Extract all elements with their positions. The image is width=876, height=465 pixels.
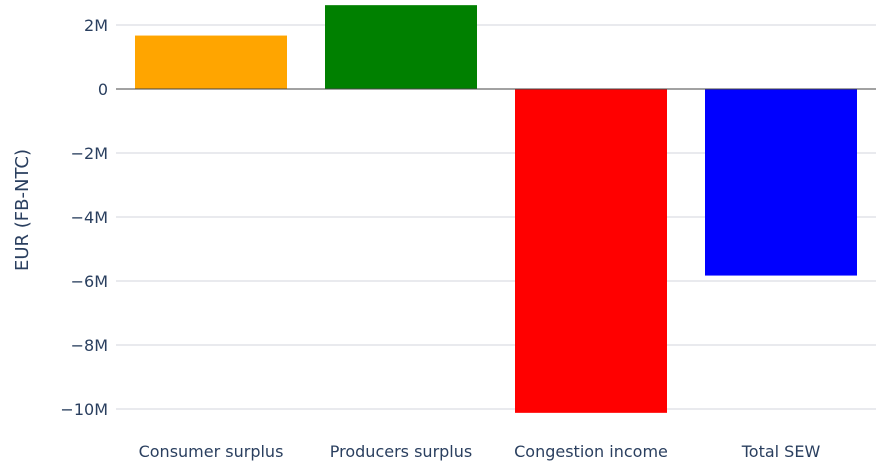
x-tick-label: Congestion income [514, 442, 668, 461]
x-tick-label: Consumer surplus [139, 442, 284, 461]
y-tick-label: −8M [71, 336, 108, 355]
gridlines [116, 24, 876, 410]
x-tick-labels: Consumer surplus Producers surplus Congest… [139, 442, 821, 461]
y-tick-label: −10M [60, 400, 108, 419]
bar [325, 5, 477, 89]
bar [515, 89, 667, 413]
bars [135, 5, 857, 413]
bar [705, 89, 857, 276]
y-tick-label: 2M [84, 16, 108, 35]
y-tick-labels: 2M 0 −2M −4M −6M −8M −10M [60, 16, 108, 419]
y-axis-title: EUR (FB-NTC) [12, 149, 33, 271]
bar [135, 35, 287, 89]
y-tick-label: −6M [71, 272, 108, 291]
x-tick-label: Total SEW [741, 442, 821, 461]
y-tick-label: 0 [98, 80, 108, 99]
x-tick-label: Producers surplus [330, 442, 472, 461]
y-tick-label: −4M [71, 208, 108, 227]
y-tick-label: −2M [71, 144, 108, 163]
